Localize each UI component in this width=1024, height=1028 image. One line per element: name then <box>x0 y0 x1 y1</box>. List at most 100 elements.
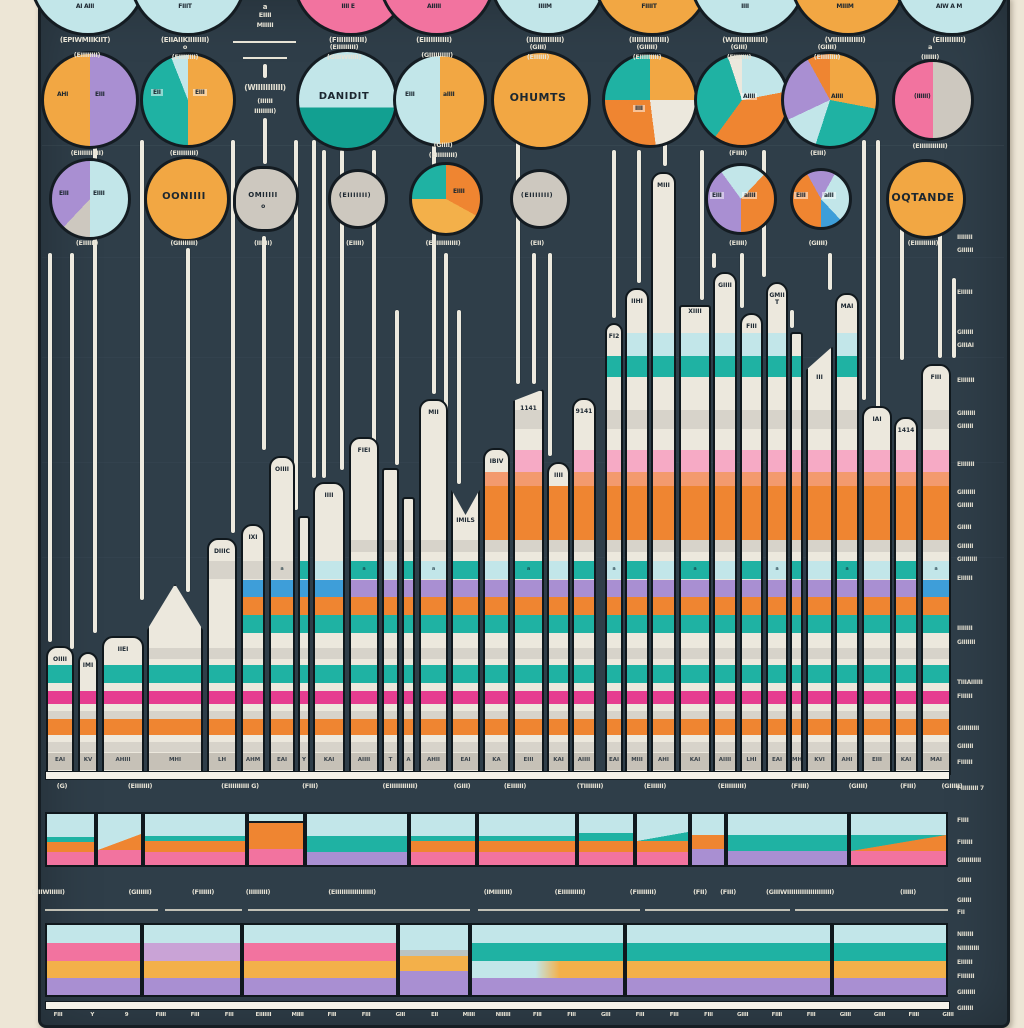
right-margin-label: GIIIIII <box>957 329 974 336</box>
bar-stripe: EIII <box>515 753 542 770</box>
bar-stripe <box>485 486 508 540</box>
axis-label: (EIIIIIIIII) <box>717 782 747 790</box>
stacked-bar: a EIII 1141 <box>513 389 544 775</box>
bar-pill-label: KAI <box>689 757 701 763</box>
bar-stripe <box>315 691 343 704</box>
pie-label-above: a <box>927 43 933 51</box>
pie-label-above: (EIIIIIIIIIII) <box>70 149 104 157</box>
bar-cell-mark: a <box>612 566 616 572</box>
bar-stripe <box>653 719 674 735</box>
bar-stripe: T <box>384 753 397 770</box>
bar-stripe <box>607 540 621 552</box>
band1-stripe <box>579 814 633 834</box>
bar-stripe <box>574 597 594 615</box>
band1-stripe <box>411 814 475 837</box>
pie-inner-label: IIII <box>741 3 749 10</box>
pie-row3 <box>233 166 299 232</box>
bar-stripe <box>485 711 508 719</box>
stacked-bar: a KAI XIIII <box>679 305 711 775</box>
stacked-bar: A <box>402 497 415 775</box>
pie-row3 <box>790 168 852 230</box>
bar-stripe: a <box>515 561 542 579</box>
bar-stripe <box>315 597 343 615</box>
bar-stripe <box>453 719 478 735</box>
right-margin-label: EIIIIII <box>957 959 973 966</box>
bar-stripe <box>627 561 647 579</box>
bar-stripe <box>80 742 96 752</box>
band1-cell <box>577 812 635 867</box>
bar-top-label: IIII <box>324 492 334 499</box>
bar-stripe <box>792 486 801 540</box>
bar-stripe <box>549 615 568 633</box>
bar-stripe <box>742 691 761 704</box>
pie-label-above: (EIIIIIIIII) <box>169 149 199 157</box>
axis-label: (EIIIIIIIIIIII) <box>382 782 418 790</box>
bar-stripe <box>421 719 446 735</box>
pie-label-above: (GIIII) <box>817 43 837 51</box>
bar-stripe <box>768 333 786 356</box>
stacked-bar: a EAI OIIII <box>269 456 295 775</box>
bar-stripe <box>48 691 72 704</box>
bar-stripe <box>574 742 594 752</box>
bar-stripe <box>421 540 446 552</box>
bar-stripe <box>515 648 542 659</box>
bar-stripe <box>485 597 508 615</box>
tick-label: GIIII <box>839 1012 852 1018</box>
pie-row1-label: (EIIAIIKIIIIIIII) <box>160 36 210 44</box>
bar-stripe <box>404 561 413 579</box>
bar-stripe <box>209 665 235 683</box>
bar-stripe <box>681 333 709 356</box>
bar-stripe <box>792 648 801 659</box>
bar-top-label: FIII <box>930 374 942 381</box>
bar-stripe <box>627 472 647 486</box>
right-margin-label: GIIIIII <box>957 743 974 750</box>
bar-stripe: LH <box>209 753 235 770</box>
bar-stripe <box>792 561 801 579</box>
bar-stripe <box>574 540 594 552</box>
bar-stripe <box>896 486 916 540</box>
bar-stripe <box>715 742 735 752</box>
right-margin-label: EIIIIII <box>957 575 973 582</box>
bar-stripe <box>243 711 263 719</box>
bar-top-label: FIEI <box>357 447 371 454</box>
bar-pill-label: AHII <box>427 757 440 763</box>
bar-stripe <box>627 742 647 752</box>
band1-stripe <box>307 851 407 865</box>
bar-stripe <box>837 450 857 472</box>
connector-line <box>952 278 956 358</box>
pie-row3 <box>328 169 388 229</box>
bar-stripe <box>627 580 647 597</box>
bar-stripe <box>209 561 235 579</box>
bar-stripe: a <box>351 561 377 579</box>
bar-stripe <box>404 665 413 683</box>
pie-inner-label: FIIIT <box>178 3 192 10</box>
bar-pill-label: AHI <box>658 757 669 763</box>
bar-stripe <box>681 486 709 540</box>
tick-label: EII <box>431 1012 438 1018</box>
connector-line <box>340 150 344 470</box>
annotation-text: IIIIIIIII) <box>254 107 276 115</box>
bar-stripe <box>485 665 508 683</box>
bar-stripe <box>515 472 542 486</box>
bar-stripe <box>715 711 735 719</box>
bar-stripe <box>896 615 916 633</box>
tick-label: FIII <box>635 1012 645 1018</box>
right-margin-label: GIIIII <box>957 897 972 904</box>
bar-top-label: MII <box>428 409 439 416</box>
bar-stripe: AHM <box>243 753 263 770</box>
pie-label-above: (EIIIIIII) <box>726 53 752 61</box>
bar-stripe: a <box>923 561 949 579</box>
pie-row1-label: (WIIIIIIIIIIIIII) <box>722 36 768 44</box>
bar-pill-label: T <box>388 757 393 763</box>
bar-stripe <box>627 691 647 704</box>
bar-stripe <box>209 691 235 704</box>
band1-label: (EIIIIIIIIII) <box>554 888 586 896</box>
bar-stripe <box>681 711 709 719</box>
band1-stripe <box>851 814 946 836</box>
stacked-bar: a MAI FIII <box>921 364 951 775</box>
bottom-baseline <box>45 1001 950 1010</box>
band2-cell <box>625 923 832 997</box>
pie-label-below: (EIIIIIIIIIIII) <box>425 239 461 247</box>
band1-stripe <box>579 840 633 852</box>
band1-stripe <box>307 814 407 837</box>
